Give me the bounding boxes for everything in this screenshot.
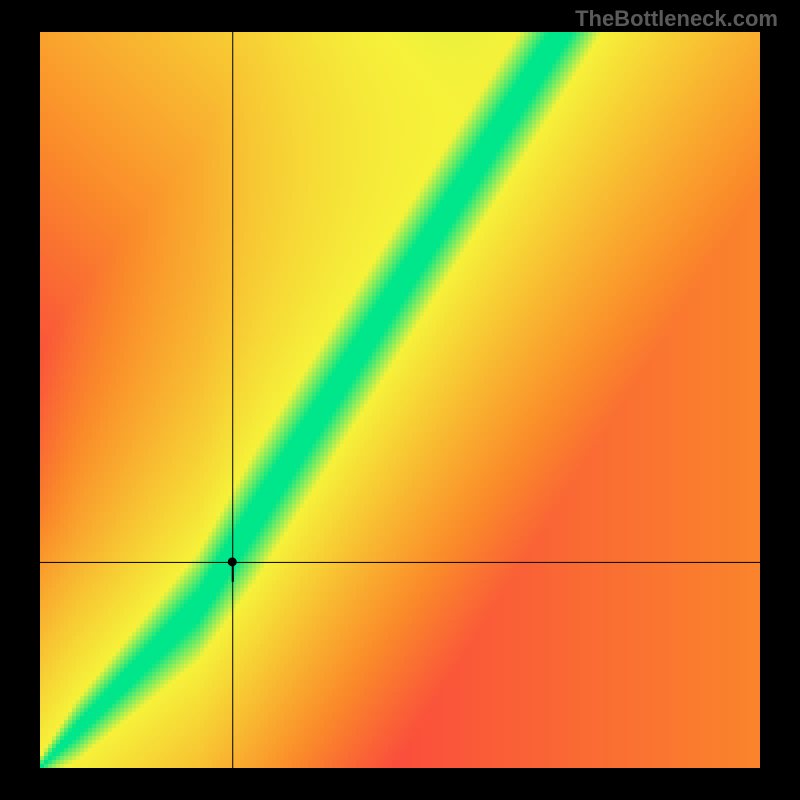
watermark-text: TheBottleneck.com — [575, 6, 778, 32]
bottleneck-heatmap-container — [40, 32, 760, 768]
bottleneck-heatmap-canvas — [40, 32, 760, 768]
